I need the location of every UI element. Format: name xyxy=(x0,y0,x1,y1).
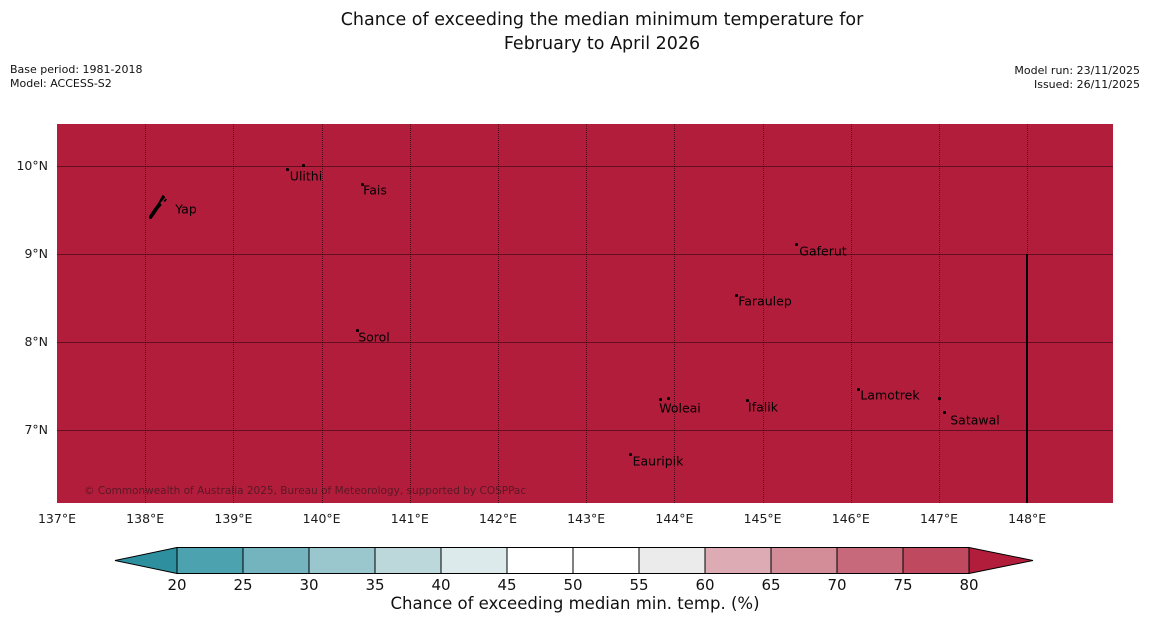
yap-island-shape xyxy=(148,194,167,220)
eez-boundary-line xyxy=(1026,254,1029,503)
x-tick-148E: 148°E xyxy=(1008,511,1047,526)
islet-dot-lamotrek xyxy=(857,388,860,391)
islet-dot-ifalik xyxy=(746,399,749,402)
colorbar-over-arrow xyxy=(968,546,1034,575)
y-tick-8N: 8°N xyxy=(24,334,48,349)
colorbar-under-arrow xyxy=(114,546,178,575)
gridline-vertical-147E xyxy=(939,124,940,503)
colorbar-segment-35-40 xyxy=(374,547,442,574)
place-label-eauripik: Eauripik xyxy=(632,453,684,469)
base-period-text: Base period: 1981-2018 xyxy=(10,63,143,76)
place-label-woleai: Woleai xyxy=(659,400,701,416)
colorbar-segment-70-75 xyxy=(836,547,904,574)
place-label-ifalik: Ifalik xyxy=(748,399,778,415)
gridline-horizontal-7N xyxy=(57,430,1113,431)
islet-dot-eauripik xyxy=(629,453,632,456)
gridline-vertical-145E xyxy=(762,124,764,503)
gridline-vertical-142E xyxy=(498,124,499,503)
colorbar-tick-50: 50 xyxy=(563,576,583,594)
place-label-fais: Fais xyxy=(363,182,387,198)
colorbar-segment-40-45 xyxy=(440,547,508,574)
issued-text: Issued: 26/11/2025 xyxy=(1033,78,1140,91)
place-label-gaferut: Gaferut xyxy=(799,243,847,259)
islet-dot-ulithi xyxy=(302,164,305,167)
gridline-vertical-144E xyxy=(674,124,676,503)
colorbar-tick-75: 75 xyxy=(893,576,913,594)
place-label-satawal: Satawal xyxy=(950,412,1000,428)
colorbar-segment-55-60 xyxy=(638,547,706,574)
colorbar-tick-60: 60 xyxy=(695,576,715,594)
x-tick-146E: 146°E xyxy=(831,511,870,526)
colorbar-segment-65-70 xyxy=(770,547,838,574)
colorbar-tick-20: 20 xyxy=(167,576,187,594)
gridline-vertical-138E xyxy=(145,124,147,503)
colorbar-tick-80: 80 xyxy=(959,576,979,594)
islet-dot-ulithi xyxy=(286,168,289,171)
chart-title-line1: Chance of exceeding the median minimum t… xyxy=(340,10,864,30)
model-text: Model: ACCESS-S2 xyxy=(10,77,112,90)
colorbar-segment-75-80 xyxy=(902,547,970,574)
colorbar-tick-65: 65 xyxy=(761,576,781,594)
colorbar-tick-70: 70 xyxy=(827,576,847,594)
x-tick-145E: 145°E xyxy=(743,511,782,526)
colorbar-segment-50-55 xyxy=(572,547,640,574)
x-tick-140E: 140°E xyxy=(302,511,341,526)
map-area: Yap Ulithi Fais Sorol Gaferut Faraulep Woleai I… xyxy=(57,124,1113,503)
colorbar-tick-30: 30 xyxy=(299,576,319,594)
islet-dot-lamotrek xyxy=(938,397,941,400)
islet-dot-woleai xyxy=(659,398,662,401)
islet-dot-sorol xyxy=(356,329,359,332)
x-tick-137E: 137°E xyxy=(37,511,76,526)
colorbar-segment-25-30 xyxy=(242,547,310,574)
colorbar-segment-60-65 xyxy=(704,547,772,574)
colorbar-label: Chance of exceeding median min. temp. (%… xyxy=(390,594,760,613)
colorbar-segment-30-35 xyxy=(308,547,376,574)
x-tick-147E: 147°E xyxy=(919,511,958,526)
gridline-horizontal-9N xyxy=(57,254,1113,255)
x-tick-143E: 143°E xyxy=(567,511,606,526)
islet-dot-gaferut xyxy=(795,243,798,246)
colorbar-tick-45: 45 xyxy=(497,576,517,594)
y-tick-10N: 10°N xyxy=(16,158,48,173)
x-tick-139E: 139°E xyxy=(214,511,253,526)
place-label-sorol: Sorol xyxy=(358,329,390,345)
model-run-text: Model run: 23/11/2025 xyxy=(1014,64,1140,77)
colorbar-segment-45-50 xyxy=(506,547,574,574)
colorbar-segment-20-25 xyxy=(176,547,244,574)
chart-title: Chance of exceeding the median minimum t… xyxy=(54,8,1150,56)
x-tick-138E: 138°E xyxy=(126,511,165,526)
y-tick-9N: 9°N xyxy=(24,246,48,261)
gridline-horizontal-10N xyxy=(57,166,1113,167)
colorbar-tick-40: 40 xyxy=(431,576,451,594)
y-tick-7N: 7°N xyxy=(24,422,48,437)
copyright-text: © Commonwealth of Australia 2025, Bureau… xyxy=(84,485,527,497)
islet-dot-woleai xyxy=(667,397,670,400)
colorbar xyxy=(114,546,1034,575)
islet-dot-faraulep xyxy=(735,294,738,297)
colorbar-tick-25: 25 xyxy=(233,576,253,594)
colorbar-tick-35: 35 xyxy=(365,576,385,594)
place-label-yap: Yap xyxy=(175,201,197,217)
gridline-vertical-146E xyxy=(850,124,852,503)
x-tick-144E: 144°E xyxy=(655,511,694,526)
colorbar-tick-55: 55 xyxy=(629,576,649,594)
islet-dot-fais xyxy=(361,183,364,186)
chart-title-line2: February to April 2026 xyxy=(503,34,701,54)
place-label-ulithi: Ulithi xyxy=(289,168,323,184)
meta-left: Base period: 1981-2018 Model: ACCESS-S2 xyxy=(10,63,142,91)
islet-dot-satawal xyxy=(943,411,946,414)
place-label-lamotrek: Lamotrek xyxy=(860,387,920,403)
meta-right: Model run: 23/11/2025 Issued: 26/11/2025 xyxy=(1014,64,1140,92)
x-tick-141E: 141°E xyxy=(390,511,429,526)
gridline-vertical-140E xyxy=(321,124,323,503)
gridline-vertical-139E xyxy=(233,124,235,503)
place-label-faraulep: Faraulep xyxy=(738,293,792,309)
gridline-horizontal-8N xyxy=(57,342,1113,343)
gridline-vertical-143E xyxy=(586,124,588,503)
x-tick-142E: 142°E xyxy=(478,511,517,526)
gridline-vertical-141E xyxy=(409,124,411,503)
